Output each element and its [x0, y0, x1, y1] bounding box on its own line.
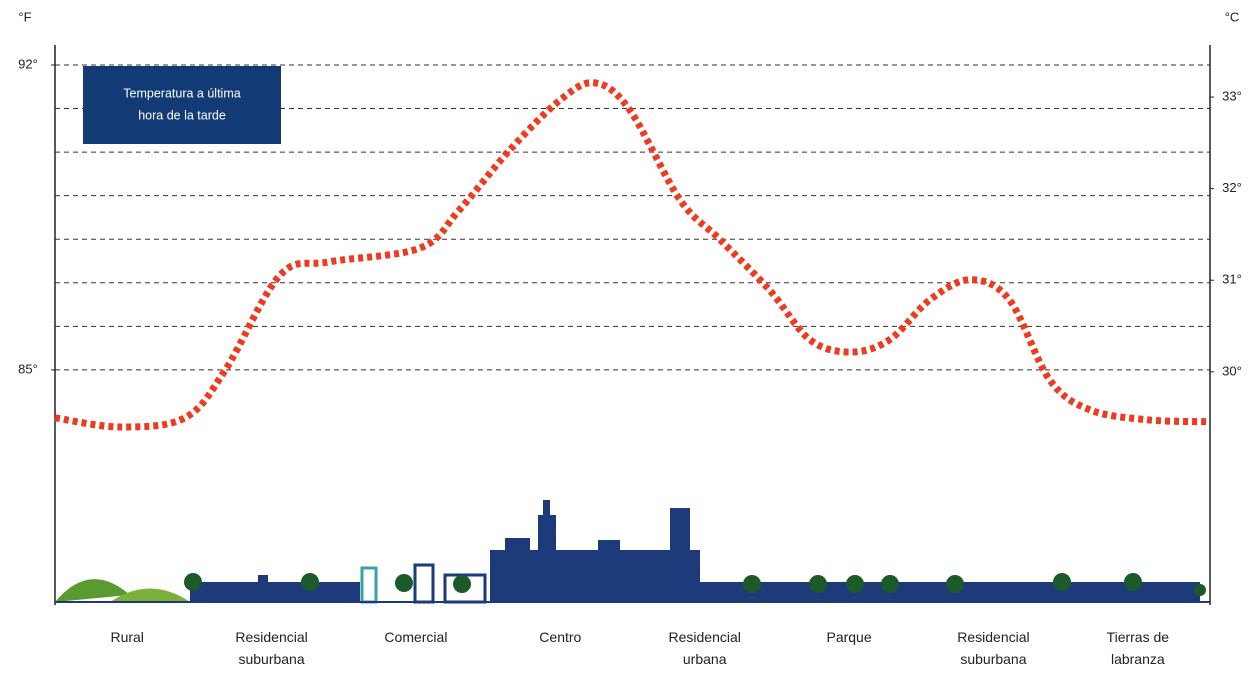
annotation: hora de la tarde	[138, 108, 226, 122]
category-label: Tierras de labranza	[1106, 629, 1170, 667]
y2-axis-label: °C	[1225, 9, 1240, 24]
temperature-line	[54, 79, 1211, 431]
category-label: Comercial	[384, 629, 448, 645]
y2-tick-label: 30°	[1222, 363, 1242, 378]
category-label: Centro	[539, 629, 582, 645]
y-axis-label: °F	[18, 9, 31, 24]
category-label: Residencial suburbana	[235, 629, 308, 667]
y2-tick-label: 31°	[1222, 272, 1242, 287]
category-label: Residencial urbana	[668, 629, 741, 667]
y2-tick-label: 32°	[1222, 180, 1242, 195]
y-tick-label: 85°	[18, 361, 38, 376]
annotation-box	[83, 66, 281, 144]
y2-tick-label: 33°	[1222, 88, 1242, 103]
y-tick-label: 92°	[18, 56, 38, 71]
category-label: Rural	[110, 629, 144, 645]
skyline	[55, 500, 1206, 604]
annotation: Temperatura a última	[123, 86, 240, 100]
category-label: Residencial suburbana	[957, 629, 1030, 667]
category-label: Parque	[826, 629, 872, 645]
